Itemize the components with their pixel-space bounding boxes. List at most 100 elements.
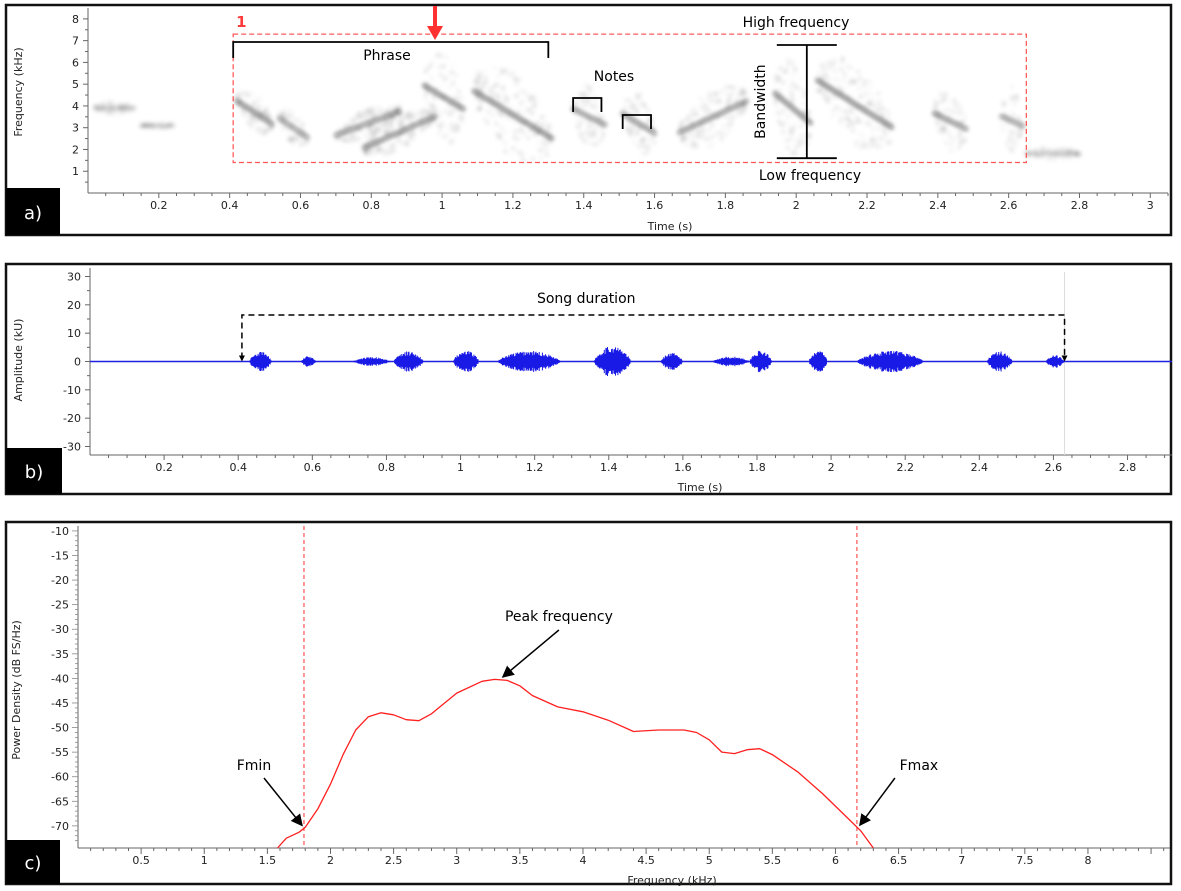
spectrogram-grain [697,130,700,133]
spectrogram-grain [782,81,785,84]
syllable-core [422,83,466,111]
spectrogram-grain [779,93,782,97]
spectrogram-grain [431,59,434,62]
spectrogram-grain [721,125,724,128]
spectrogram-grain [510,108,513,111]
spectrogram-grain [500,112,503,115]
spectrogram-grain [1070,155,1073,159]
spectrogram-grain [940,118,943,121]
spectrogram-grain [1017,116,1020,120]
spectrogram-grain [651,119,654,123]
spectrogram-grain [301,123,304,126]
spectrogram-grain [694,136,697,139]
spectrogram-grain [428,123,431,126]
spectrogram-grain [534,133,537,136]
spectrogram-grain [704,115,707,119]
panel-a-label: a) [24,203,42,224]
spectrogram-grain [1020,120,1023,124]
panel-a-x-tick-label: 0.6 [292,199,310,212]
spectrogram-grain [825,99,828,102]
spectrogram-grain [533,102,536,105]
spectrogram-grain [583,104,586,107]
spectrogram-grain [392,149,395,152]
spectrogram-grain [633,133,636,137]
spectrogram-grain [520,121,523,125]
spectrogram-grain [943,141,946,144]
spectrogram-grain [451,109,454,112]
spectrogram-grain [870,143,873,147]
spectrogram-grain [1010,85,1013,89]
spectrogram-grain [236,95,239,98]
spectrogram-grain [110,100,113,104]
spectrogram-grain [841,59,844,63]
spectrogram-grain [822,89,825,92]
spectrogram-grain [483,86,486,90]
spectrogram-grain [1061,158,1064,161]
syllable [677,85,749,149]
spectrogram-grain [305,138,308,142]
spectrogram-grain [278,121,281,125]
panel-c-x-tick-label: 7.5 [1016,854,1034,867]
spectrogram-grain [1011,143,1014,146]
spectrogram-grain [704,129,707,132]
spectrogram-grain [405,116,408,120]
spectrogram-grain [955,103,958,106]
spectrogram-grain [827,77,830,80]
spectrogram-grain [950,149,953,152]
spectrogram-grain [306,141,309,145]
spectrogram-grain [540,127,543,130]
spectrogram-grain [937,116,940,119]
spectrogram-grain [260,112,263,115]
waveform-burst [1046,355,1065,368]
spectrogram-grain [597,124,600,128]
spectrogram-grain [681,135,684,138]
spectrogram-grain [436,54,439,57]
spectrogram-grain [425,90,428,93]
panel-b-frame [4,262,1173,496]
spectrogram-grain [391,126,394,130]
spectrogram-grain [792,150,795,154]
spectrogram-grain [390,105,393,109]
syllable [139,121,175,130]
spectrogram-grain [363,110,366,113]
spectrogram-grain [387,111,390,114]
spectrogram-grain [458,96,461,99]
spectrogram-grain [496,98,499,102]
spectrogram-grain [737,111,740,114]
waveform-burst [497,351,561,372]
spectrogram-grain [952,108,955,111]
spectrogram-grain [593,131,596,135]
spectrogram-grain [426,100,429,104]
spectrogram-grain [859,120,862,123]
panel-c-y-tick-label: -70 [51,820,69,833]
spectrogram-grain [411,138,414,141]
spectrogram-grain [152,127,155,130]
spectrogram-grain [691,142,694,145]
spectrogram-grain [950,142,953,145]
spectrogram-grain [776,89,779,92]
spectrogram-grain [1011,116,1014,119]
spectrogram-grain [372,106,375,110]
spectrogram-grain [652,126,655,129]
spectrogram-grain [254,117,257,120]
spectrogram-grain [631,103,634,107]
spectrogram-grain [497,83,500,87]
spectrogram-grain [268,126,271,130]
spectrogram-grain [451,125,454,128]
spectrogram-grain [389,151,392,154]
spectrogram-grain [161,127,164,130]
spectrogram-grain [439,54,442,58]
spectrogram-grain [1073,149,1076,153]
spectrogram-grain [369,133,372,136]
spectrogram-grain [840,67,843,71]
spectrogram-grain [578,120,581,123]
spectrogram-grain [729,114,732,118]
spectrogram-grain [850,79,853,82]
panel-c-x-tick-label: 1.5 [259,854,277,867]
spectrogram-grain [638,93,641,97]
spectrogram-grain [843,58,846,61]
spectrogram-grain [264,109,267,113]
spectrogram-grain [353,121,356,124]
syllable [1024,146,1082,162]
spectrogram-grain [588,133,591,136]
